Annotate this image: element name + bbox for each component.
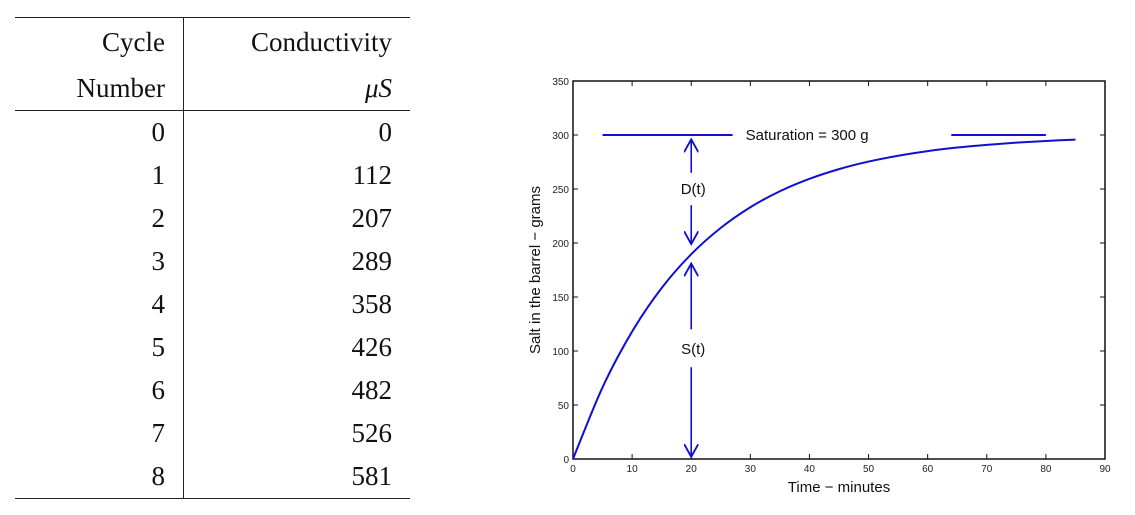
cycle-cell: 8 [15, 455, 184, 499]
table-row: 8 581 [15, 455, 410, 499]
x-tick-label: 60 [922, 464, 934, 475]
table-row: 3 289 [15, 240, 410, 283]
cycle-cell: 2 [15, 197, 184, 240]
table-row: 5 426 [15, 326, 410, 369]
x-tick-label: 20 [686, 464, 698, 475]
y-tick-label: 350 [552, 77, 569, 88]
y-tick-label: 200 [552, 239, 569, 250]
cycle-cell: 1 [15, 154, 184, 197]
x-axis-label: Time − minutes [788, 479, 890, 496]
table-row: 6 482 [15, 369, 410, 412]
y-tick-label: 150 [552, 293, 569, 304]
table-header-row: Number μS [15, 66, 410, 111]
conductivity-table: Cycle Conductivity Number μS 0 0 1 112 2 207 3… [15, 17, 410, 499]
y-tick-label: 300 [552, 131, 569, 142]
d-label: D(t) [681, 181, 706, 198]
x-tick-label: 90 [1099, 464, 1111, 475]
plot-frame [572, 80, 1106, 460]
x-tick-label: 50 [863, 464, 875, 475]
cycle-cell: 6 [15, 369, 184, 412]
conductivity-cell: 581 [351, 461, 393, 491]
cycle-cell: 5 [15, 326, 184, 369]
cycle-cell: 3 [15, 240, 184, 283]
conductivity-cell: 526 [351, 418, 393, 448]
x-tick-label: 30 [745, 464, 757, 475]
conductivity-cell: 358 [351, 289, 393, 319]
table-row: 7 526 [15, 412, 410, 455]
cycle-cell: 4 [15, 283, 184, 326]
conductivity-cell: 482 [351, 375, 393, 405]
y-tick-label: 250 [552, 185, 569, 196]
x-tick-label: 40 [804, 464, 816, 475]
header-cycle: Cycle [15, 17, 184, 66]
x-tick-label: 0 [570, 464, 576, 475]
table-header-row: Cycle Conductivity [15, 17, 410, 66]
table-row: 1 112 [15, 154, 410, 197]
conductivity-cell: 289 [351, 246, 393, 276]
conductivity-cell: 112 [352, 160, 393, 190]
cycle-cell: 0 [15, 110, 184, 154]
table-row: 4 358 [15, 283, 410, 326]
x-tick-label: 10 [627, 464, 639, 475]
y-tick-label: 0 [563, 455, 569, 466]
y-tick-label: 50 [558, 401, 570, 412]
s-label: S(t) [681, 341, 705, 358]
salt-curve-line [572, 138, 1076, 460]
x-tick-label: 70 [981, 464, 993, 475]
saturation-label: Saturation = 300 g [746, 127, 869, 144]
x-tick-label: 80 [1040, 464, 1052, 475]
header-conductivity: Conductivity [251, 27, 392, 57]
conductivity-cell: 0 [378, 117, 393, 147]
header-unit: μS [183, 66, 410, 111]
conductivity-cell: 207 [351, 203, 393, 233]
table-row: 2 207 [15, 197, 410, 240]
header-number: Number [15, 66, 184, 111]
y-tick-label: 100 [552, 347, 569, 358]
conductivity-cell: 426 [351, 332, 393, 362]
cycle-cell: 7 [15, 412, 184, 455]
y-axis-label: Salt in the barrel − grams [527, 186, 544, 354]
